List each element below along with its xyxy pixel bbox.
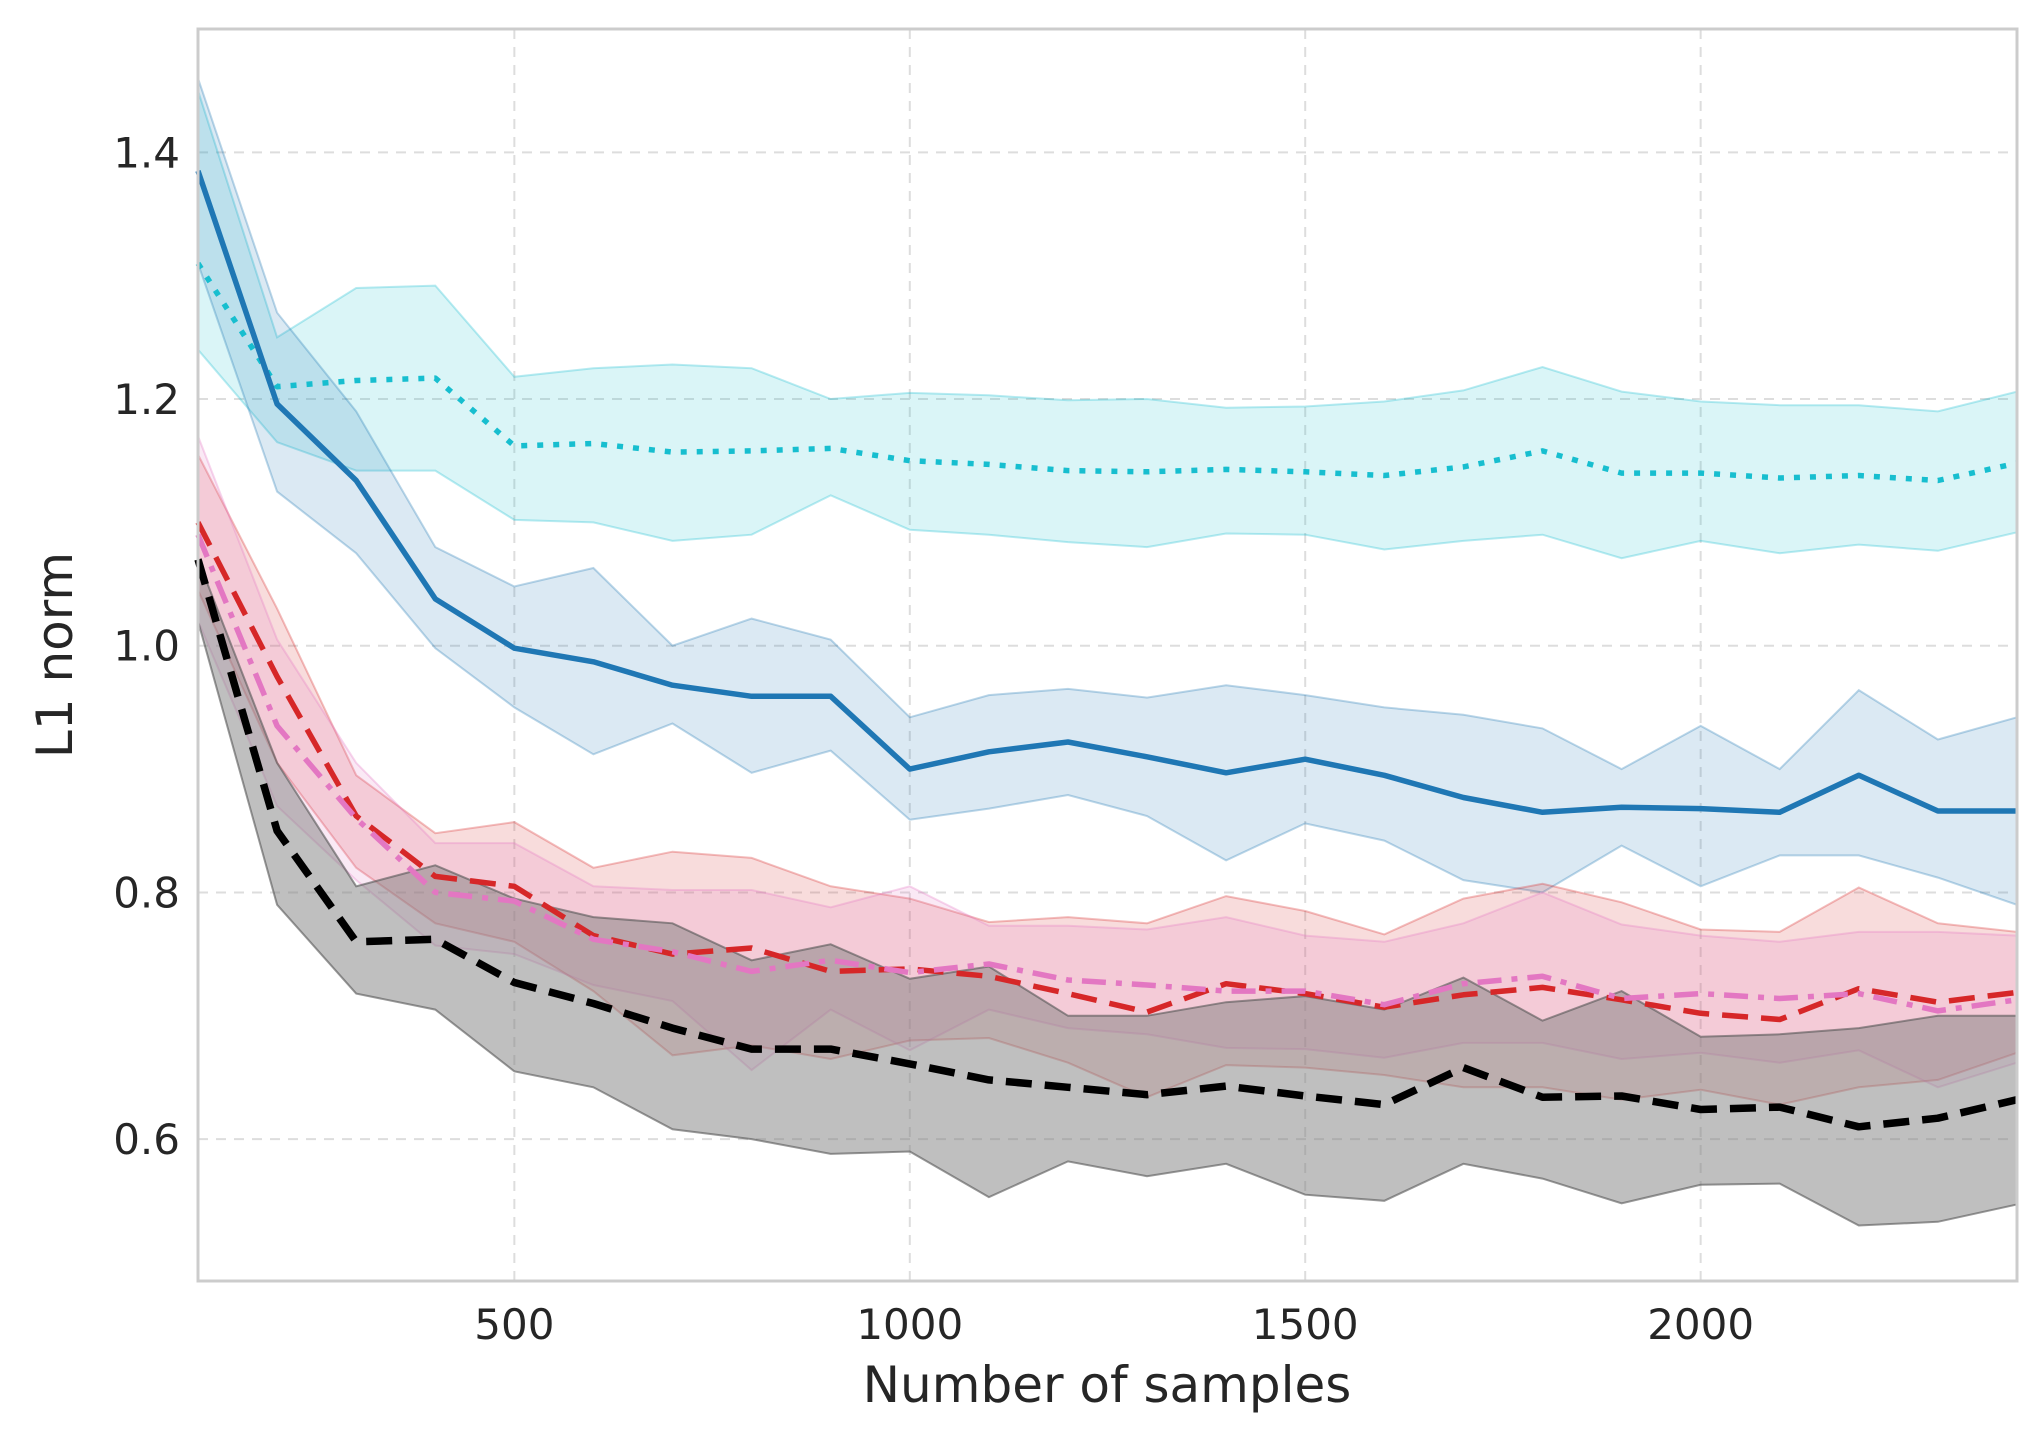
x-tick-label: 500: [474, 1300, 554, 1349]
line-pink: [195, 533, 2018, 1014]
x-tick-label: 2000: [1647, 1300, 1754, 1349]
x-tick-label: 1500: [1252, 1300, 1359, 1349]
tick-labels: 500 1000 1500 2000 0.6 0.8 1.0 1.2 1.4: [113, 128, 1754, 1349]
y-axis-title: L1 norm: [26, 552, 84, 758]
y-tick-label: 1.0: [113, 622, 180, 671]
line-blue: [195, 170, 2017, 816]
plot-frame: [196, 27, 2019, 1283]
y-tick-label: 0.6: [113, 1115, 180, 1164]
y-tick-label: 1.2: [113, 375, 180, 424]
line-black: [194, 558, 2018, 1131]
y-tick-label: 1.4: [113, 128, 180, 177]
x-axis-title: Number of samples: [863, 1356, 1352, 1414]
x-tick-label: 1000: [856, 1300, 963, 1349]
series-lines: [194, 170, 2018, 1131]
y-tick-label: 0.8: [113, 868, 180, 917]
confidence-bands: [197, 77, 2018, 1227]
